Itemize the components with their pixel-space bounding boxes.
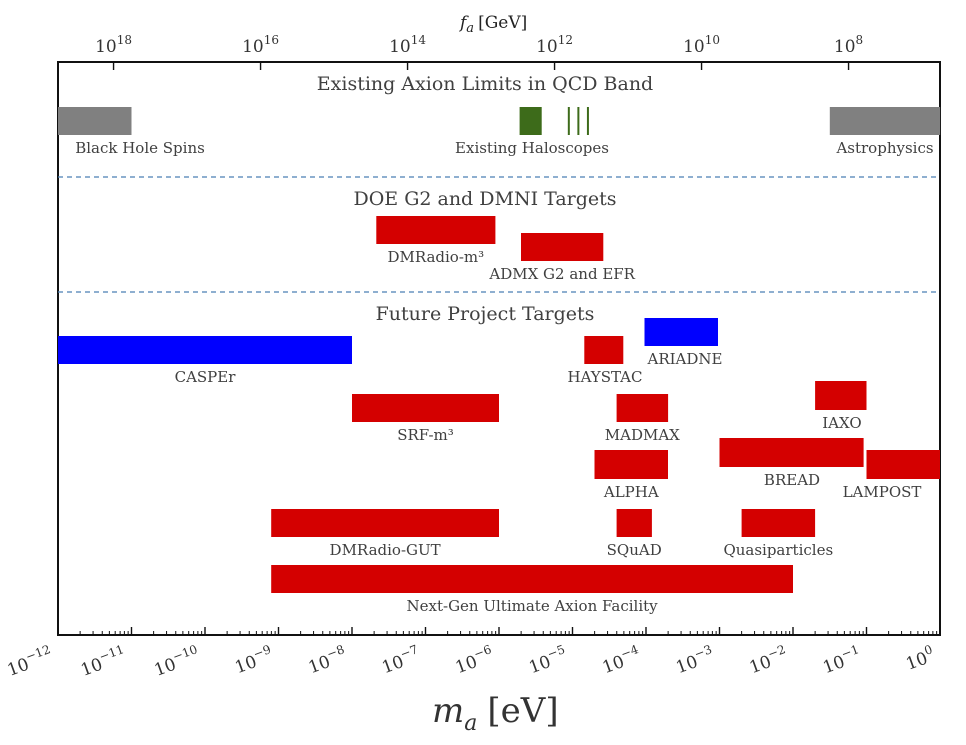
bar-madmax [616,394,669,422]
bar-dmradio-m- [376,216,496,244]
bar-dmradio-gut [271,509,499,537]
bar-existing-haloscopes [519,107,542,135]
label-dmradio-m-: DMRadio-m³ [387,248,484,266]
bar-admx-g2-and-efr [521,233,604,261]
x-tick-label: 10−9 [231,642,276,678]
bar-haystac [584,336,624,364]
x-tick-label: 10−10 [150,642,202,681]
bar-squad [616,509,652,537]
x-tick-label: 10−7 [378,642,423,678]
label-squad: SQuAD [607,541,662,559]
label-admx-g2-and-efr: ADMX G2 and EFR [488,265,635,283]
top-axis-ticks: 1018 1016 1014 1012 1010 108 [95,33,863,70]
top-axis-label: fa [GeV] [458,13,527,36]
section-title-doe: DOE G2 and DMNI Targets [353,188,616,210]
label-astrophysics: Astrophysics [835,139,933,157]
x-tick-label: 10−4 [599,642,645,678]
bar-next-gen-ultimate-axion-facility [271,565,793,593]
label-dmradio-gut: DMRadio-GUT [330,541,441,559]
label-madmax: MADMAX [605,426,680,444]
top-tick-label: 1010 [683,33,720,57]
label-alpha: ALPHA [603,483,659,501]
x-tick-label: 10−2 [746,642,791,678]
label-srf-m-: SRF-m³ [397,426,454,444]
label-bread: BREAD [764,471,820,489]
bar-astrophysics [829,107,941,135]
x-tick-label: 10−8 [305,642,350,678]
bar-black-hole-spins [58,107,132,135]
top-tick-label: 108 [834,33,863,57]
top-tick-label: 1018 [95,33,132,57]
bar-alpha [594,450,668,479]
bar-labels-group: Black Hole Spins Astrophysics Existing Hal… [75,139,933,615]
label-black-hole-spins: Black Hole Spins [75,139,205,157]
label-haystac: HAYSTAC [568,368,643,386]
label-casper: CASPEr [175,368,237,386]
x-tick-label: 10−6 [452,642,497,678]
label-existing-haloscopes: Existing Haloscopes [455,139,609,157]
bar-casper [58,336,352,364]
label-lampost: LAMPOST [843,483,922,501]
x-tick-label: 10−12 [3,642,55,681]
x-tick-label: 100 [902,642,938,675]
x-tick-label: 10−11 [77,642,129,681]
section-title-future: Future Project Targets [376,303,595,325]
label-iaxo: IAXO [822,414,861,432]
bar-lampost [866,450,940,479]
top-tick-label: 1012 [536,33,573,57]
bottom-axis-label: ma [eV] [432,691,559,736]
label-next-gen-ultimate-axion-facility: Next-Gen Ultimate Axion Facility [407,597,659,615]
bar-quasiparticles [741,509,816,537]
top-tick-label: 1014 [389,33,426,57]
section-title-existing: Existing Axion Limits in QCD Band [317,73,653,95]
x-tick-label: 10−1 [819,642,864,678]
haloscope-lines-group [567,107,589,135]
top-tick-label: 1016 [242,33,279,57]
label-ariadne: ARIADNE [647,350,723,368]
bar-srf-m- [352,394,499,422]
x-tick-label: 10−3 [672,642,717,678]
bar-bread [719,438,864,467]
label-quasiparticles: Quasiparticles [723,541,833,559]
bars-group [58,107,941,593]
bar-iaxo [815,381,867,410]
bar-ariadne [644,318,718,346]
x-tick-label: 10−5 [525,642,570,678]
